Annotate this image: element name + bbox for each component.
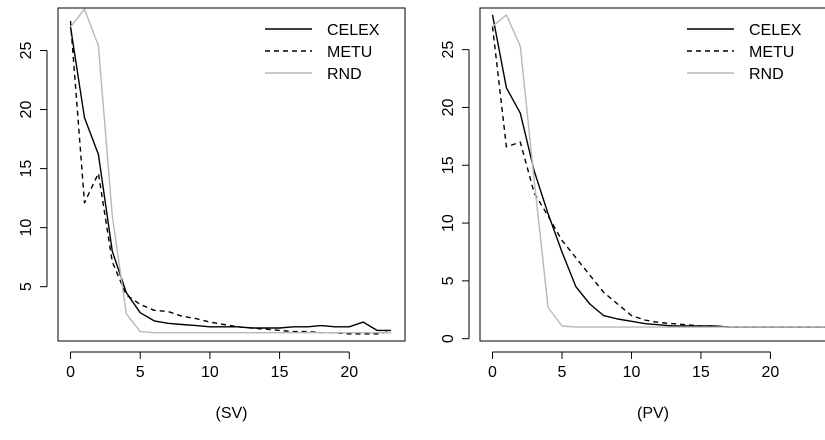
series-line-celex bbox=[493, 15, 825, 327]
x-tick-label: 5 bbox=[558, 364, 567, 381]
legend-label-metu: METU bbox=[749, 44, 794, 61]
y-axis: 0 5 10 15 20 25 bbox=[440, 41, 469, 344]
y-tick-label: 15 bbox=[18, 160, 35, 178]
y-tick-label: 15 bbox=[440, 156, 457, 174]
x-tick-label: 10 bbox=[201, 364, 219, 381]
x-tick-label: 10 bbox=[623, 364, 641, 381]
x-tick-label: 5 bbox=[136, 364, 145, 381]
series-line-rnd bbox=[493, 15, 825, 327]
legend-label-celex: CELEX bbox=[749, 22, 802, 39]
y-tick-label: 25 bbox=[440, 41, 457, 59]
x-axis-label: (SV) bbox=[216, 405, 248, 422]
legend-label-celex: CELEX bbox=[327, 22, 380, 39]
y-tick-label: 10 bbox=[440, 214, 457, 232]
x-tick-label: 20 bbox=[340, 364, 358, 381]
x-axis: 0 5 10 15 20 bbox=[66, 352, 358, 381]
legend-label-rnd: RND bbox=[327, 66, 362, 83]
y-tick-label: 20 bbox=[18, 101, 35, 119]
x-tick-label: 0 bbox=[66, 364, 75, 381]
chart-panel-1: 0 5 10 15 20 5 10 15 20 25 (SV) CELEX METU RND bbox=[18, 8, 405, 422]
y-axis: 5 10 15 20 25 bbox=[18, 42, 47, 292]
x-tick-label: 15 bbox=[271, 364, 289, 381]
y-tick-label: 5 bbox=[440, 276, 457, 285]
x-tick-label: 15 bbox=[692, 364, 710, 381]
series-group bbox=[493, 15, 825, 327]
y-tick-label: 5 bbox=[18, 282, 35, 291]
y-tick-label: 0 bbox=[440, 334, 457, 343]
x-tick-label: 20 bbox=[762, 364, 780, 381]
y-tick-label: 10 bbox=[18, 219, 35, 237]
x-axis: 0 5 10 15 20 bbox=[488, 352, 779, 381]
legend-label-rnd: RND bbox=[749, 66, 784, 83]
legend: CELEX METU RND bbox=[265, 22, 380, 83]
y-tick-label: 20 bbox=[440, 98, 457, 116]
legend-label-metu: METU bbox=[327, 44, 372, 61]
y-tick-label: 25 bbox=[18, 42, 35, 60]
x-axis-label: (PV) bbox=[637, 405, 669, 422]
x-tick-label: 0 bbox=[488, 364, 497, 381]
chart-panel-2: 0 5 10 15 20 0 5 10 15 20 25 (PV) CELEX METU RND bbox=[440, 8, 825, 422]
legend: CELEX METU RND bbox=[687, 22, 802, 83]
